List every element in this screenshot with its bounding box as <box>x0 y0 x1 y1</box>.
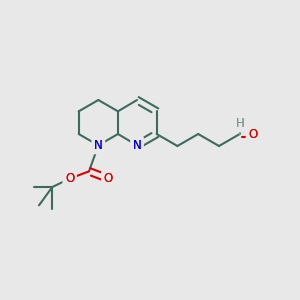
Text: O: O <box>104 172 113 185</box>
Text: O: O <box>248 128 258 140</box>
Text: H: H <box>236 117 244 130</box>
Text: O: O <box>104 172 113 185</box>
Text: O: O <box>65 172 74 185</box>
Text: O: O <box>247 127 259 142</box>
Text: O: O <box>248 128 258 140</box>
Text: O: O <box>64 171 76 186</box>
Text: N: N <box>133 139 141 152</box>
Text: O: O <box>65 172 74 185</box>
Text: O: O <box>103 171 114 186</box>
Text: N: N <box>133 139 141 152</box>
Text: N: N <box>94 139 103 152</box>
Text: N: N <box>93 138 104 153</box>
Text: H: H <box>234 116 245 131</box>
Text: H: H <box>236 117 244 130</box>
Text: N: N <box>94 139 103 152</box>
Text: N: N <box>132 138 142 153</box>
